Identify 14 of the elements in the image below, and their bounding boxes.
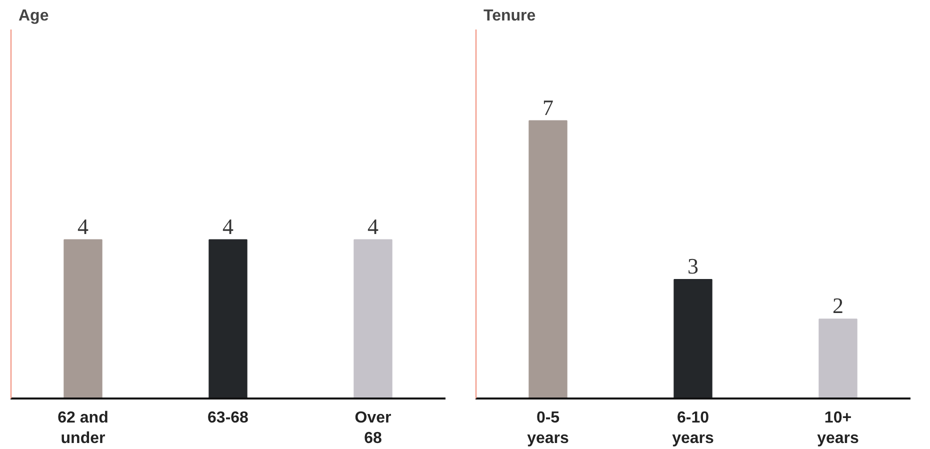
data-label: 4 [222,214,234,239]
chart-title: Age [18,8,49,24]
x-tick-label: 0-5 years [527,410,570,447]
x-tick-label: 10+ years [817,410,860,447]
data-label: 4 [78,214,88,239]
x-tick-label: 62 and under [58,410,108,447]
data-label: 2 [832,293,844,318]
x-tick-label: 6-10 years [672,410,714,447]
data-label: 4 [368,214,378,239]
chart-title: Tenure [484,8,536,24]
data-label: 3 [688,253,698,278]
x-tick-label: 63-68 [208,410,249,426]
data-label: 7 [542,94,554,120]
x-tick-label: Over 68 [354,410,392,447]
